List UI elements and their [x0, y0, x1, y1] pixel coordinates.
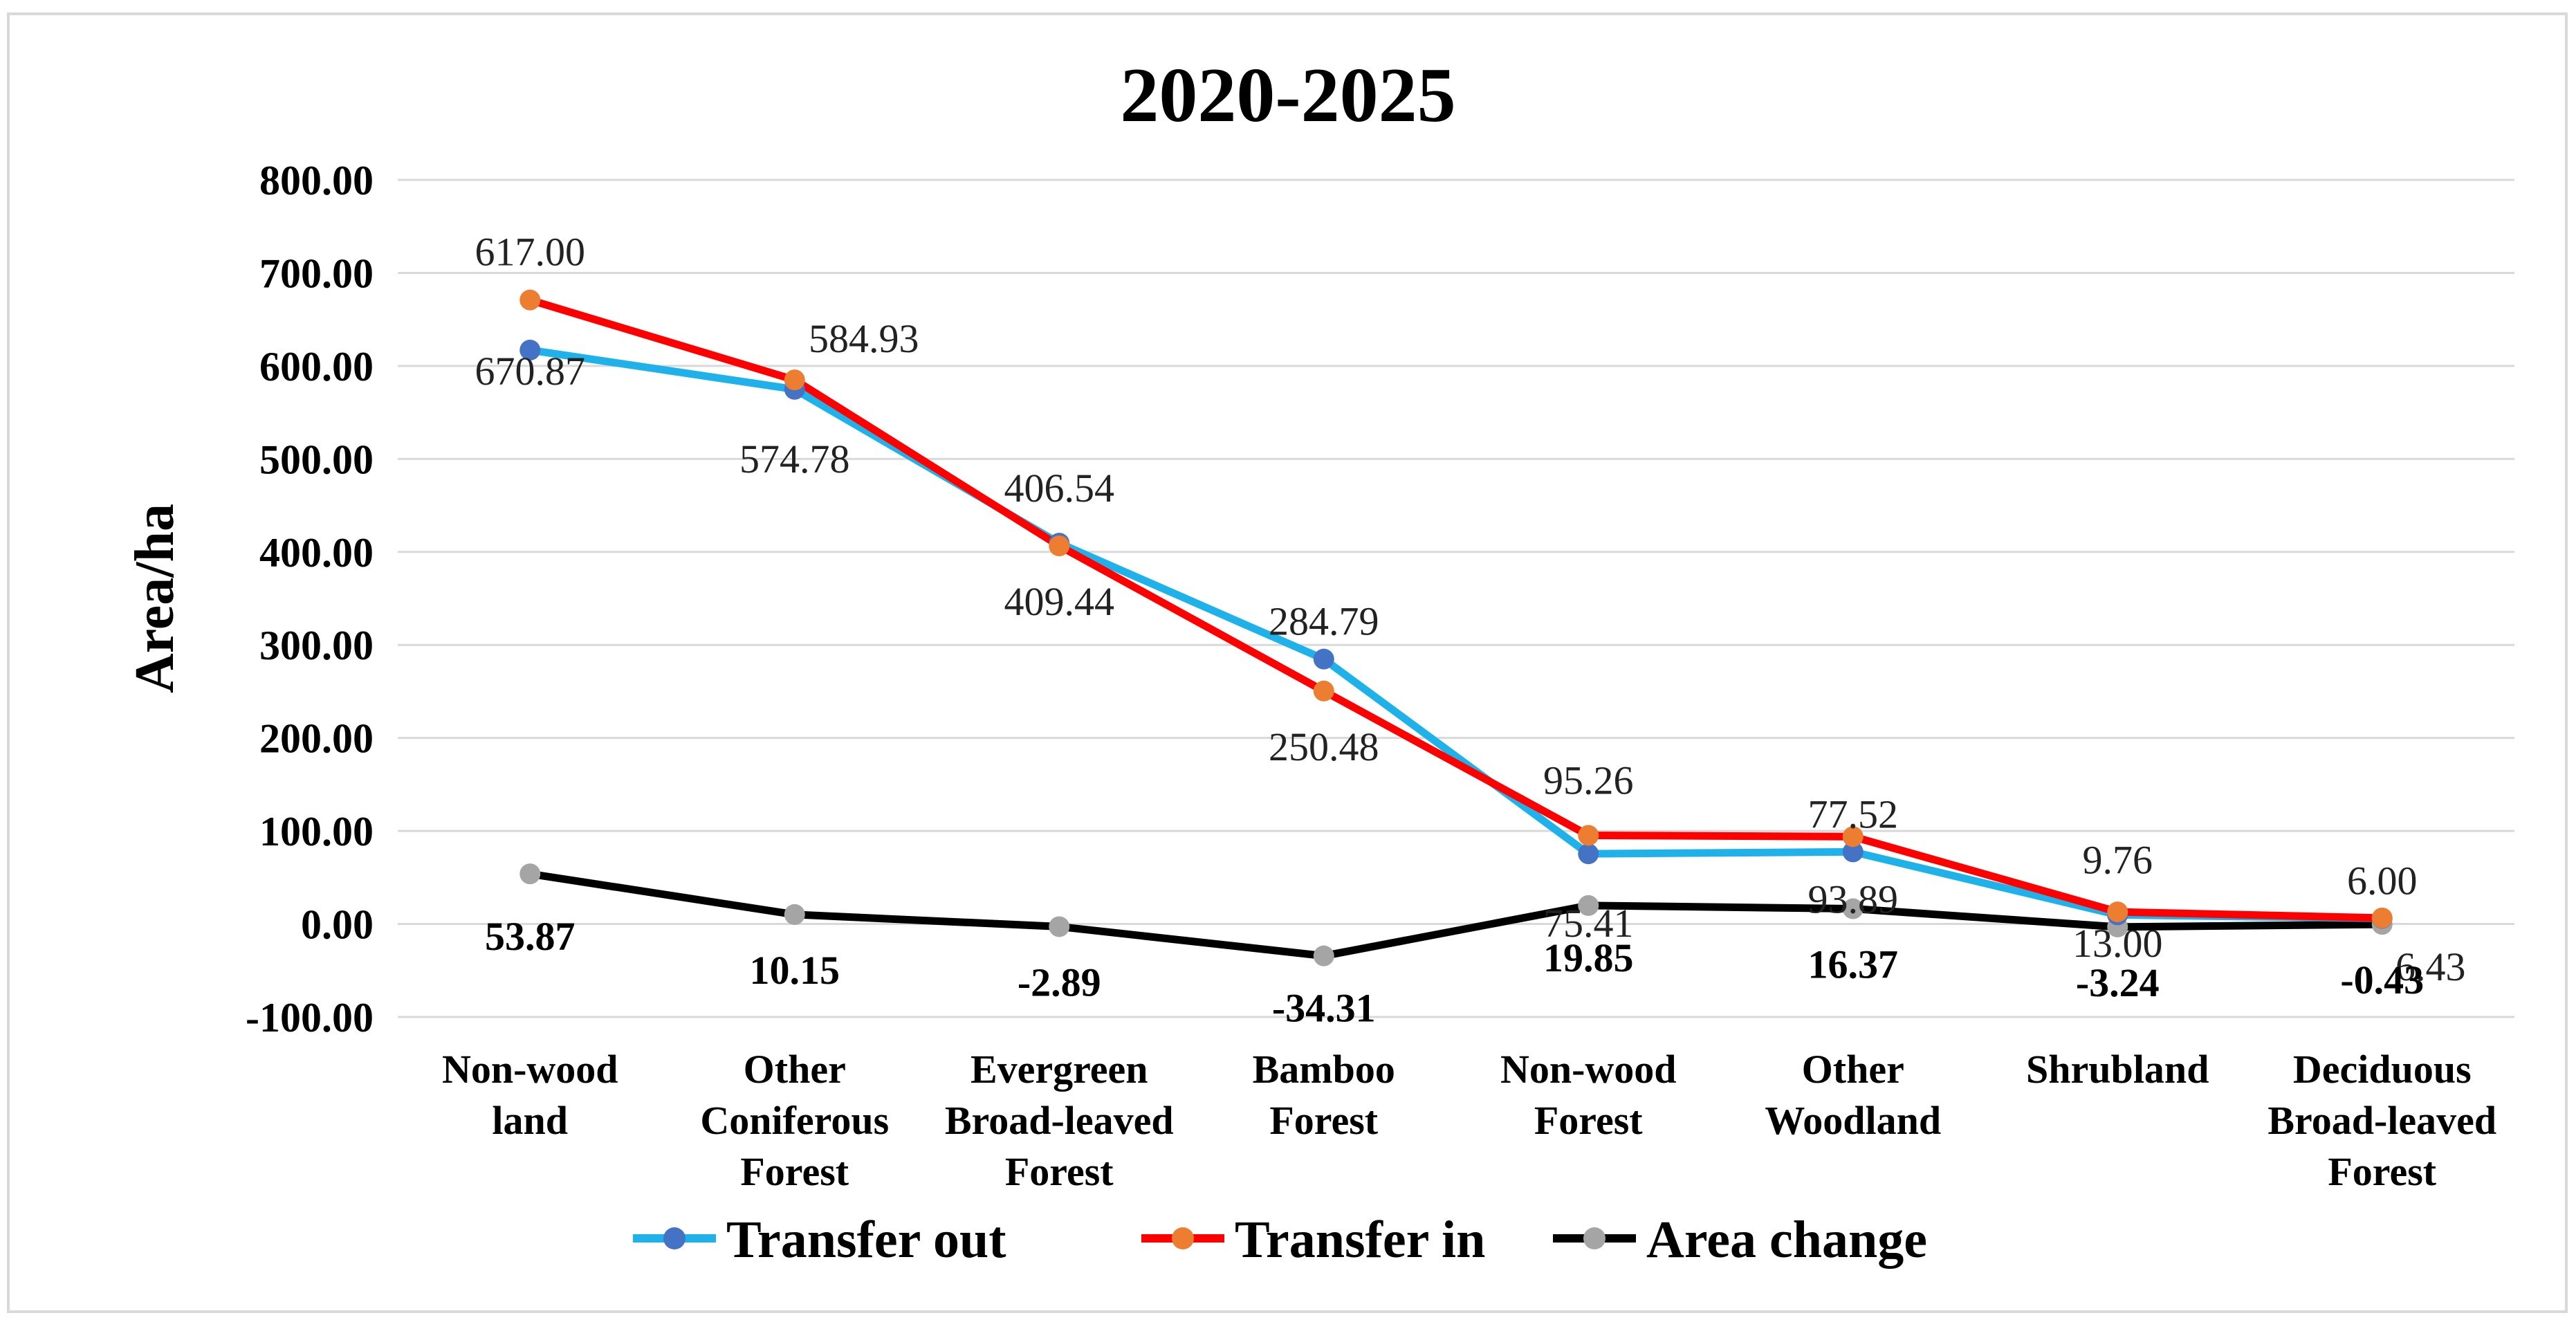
x-category-line: Broad-leaved — [2267, 1098, 2496, 1143]
x-category-label: Non-wood land — [442, 1047, 618, 1143]
x-category-label: Deciduous Broad-leaved Forest — [2267, 1047, 2496, 1194]
data-label: 77.52 — [1808, 791, 1899, 836]
x-category-line: Forest — [740, 1149, 849, 1194]
data-label: 409.44 — [1004, 579, 1115, 624]
data-label: 284.79 — [1269, 599, 1379, 644]
series-lines — [519, 289, 2393, 966]
series-line-0 — [529, 346, 2382, 922]
legend-swatch-marker — [1583, 1227, 1606, 1249]
legend-label: Transfer in — [1235, 1211, 1485, 1269]
data-label: -34.31 — [1272, 986, 1376, 1031]
data-label: 6.00 — [2347, 858, 2418, 903]
x-category-label: Bamboo Forest — [1253, 1047, 1395, 1143]
x-category-line: Woodland — [1765, 1098, 1941, 1143]
x-category-line: Forest — [1269, 1098, 1378, 1143]
y-tick-label: -100.00 — [246, 995, 374, 1041]
x-category-line: Non-wood — [1500, 1047, 1677, 1092]
y-tick-label: 600.00 — [259, 344, 374, 389]
y-tick-labels: 800.00 700.00 600.00 500.00 400.00 300.00 200.… — [246, 158, 374, 1041]
data-label: 617.00 — [475, 230, 586, 275]
data-label: 406.54 — [1004, 466, 1115, 511]
series-line-2 — [529, 870, 2382, 960]
data-label: 75.41 — [1543, 901, 1634, 946]
data-label: -3.24 — [2076, 960, 2160, 1005]
y-tick-label: 0.00 — [301, 902, 374, 948]
x-category-line: Other — [744, 1047, 846, 1092]
data-point — [1049, 916, 1070, 937]
data-label: 584.93 — [809, 316, 919, 361]
data-labels: 670.87 574.78 406.54 284.79 75.41 77.52 9.76 6.… — [475, 230, 2466, 1031]
x-category-line: Forest — [1534, 1098, 1643, 1143]
data-label: 6.43 — [2395, 944, 2466, 989]
data-point — [1049, 535, 1070, 556]
chart-border — [7, 12, 2568, 1313]
series-line-1 — [528, 296, 2382, 922]
data-point — [1578, 825, 1599, 846]
data-point — [519, 863, 541, 885]
data-label: 574.78 — [739, 437, 850, 482]
y-tick-label: 800.00 — [259, 158, 374, 203]
y-tick-label: 100.00 — [259, 809, 374, 854]
data-point — [2371, 907, 2393, 928]
data-point — [519, 289, 541, 311]
legend-swatch-marker — [1172, 1227, 1194, 1249]
x-category-line: Deciduous — [2293, 1047, 2472, 1092]
x-category-line: Evergreen — [970, 1047, 1148, 1092]
y-tick-label: 300.00 — [259, 623, 374, 668]
x-category-line: land — [492, 1098, 568, 1143]
data-label: 13.00 — [2072, 921, 2163, 966]
data-point — [519, 340, 541, 361]
x-category-line: Forest — [2328, 1149, 2436, 1194]
data-label: 16.37 — [1808, 942, 1899, 987]
y-tick-label: 400.00 — [259, 530, 374, 576]
data-point — [2107, 901, 2128, 923]
data-point — [1578, 843, 1599, 865]
data-point — [784, 904, 805, 925]
x-category-label: Non-wood Forest — [1500, 1047, 1677, 1143]
data-label: 250.48 — [1269, 724, 1379, 769]
data-label: 93.89 — [1808, 877, 1899, 922]
legend-label: Transfer out — [726, 1211, 1006, 1269]
x-category-line: Coniferous — [700, 1098, 889, 1143]
x-category-line: Shrubland — [2026, 1047, 2209, 1092]
data-label: -2.89 — [1018, 960, 1101, 1005]
data-label: 9.76 — [2083, 837, 2153, 882]
data-label: 10.15 — [750, 948, 840, 993]
x-category-line: Non-wood — [442, 1047, 618, 1092]
data-label: 670.87 — [475, 349, 586, 394]
y-axis-label: Area/ha — [125, 504, 185, 693]
data-label: 53.87 — [485, 914, 576, 959]
data-label: 95.26 — [1543, 758, 1634, 803]
x-category-line: Broad-leaved — [945, 1098, 1174, 1143]
x-category-label: Other Coniferous Forest — [700, 1047, 889, 1194]
x-category-label: Other Woodland — [1765, 1047, 1941, 1143]
chart-title: 2020-2025 — [1120, 53, 1455, 138]
data-point — [1842, 826, 1864, 847]
data-label: 19.85 — [1543, 935, 1634, 980]
gridlines — [398, 178, 2514, 1018]
data-point — [1313, 648, 1334, 670]
x-category-label: Shrubland — [2026, 1047, 2209, 1092]
data-point — [1842, 841, 1864, 863]
data-point — [1842, 898, 1864, 919]
data-point — [784, 369, 805, 391]
legend-label: Area change — [1646, 1211, 1927, 1269]
y-tick-label: 700.00 — [259, 250, 374, 296]
data-label: -0.43 — [2340, 957, 2424, 1002]
x-category-label: Evergreen Broad-leaved Forest — [945, 1047, 1174, 1194]
legend-swatch-marker — [663, 1227, 686, 1249]
x-category-line: Forest — [1005, 1149, 1114, 1194]
data-point — [1313, 680, 1334, 702]
data-point — [1313, 945, 1334, 966]
legend: Transfer out Transfer in Area change — [633, 1211, 1927, 1269]
x-category-line: Bamboo — [1253, 1047, 1395, 1092]
x-category-line: Other — [1802, 1047, 1904, 1092]
data-point — [1578, 895, 1599, 916]
y-tick-label: 200.00 — [259, 716, 374, 762]
y-tick-label: 500.00 — [259, 437, 374, 482]
